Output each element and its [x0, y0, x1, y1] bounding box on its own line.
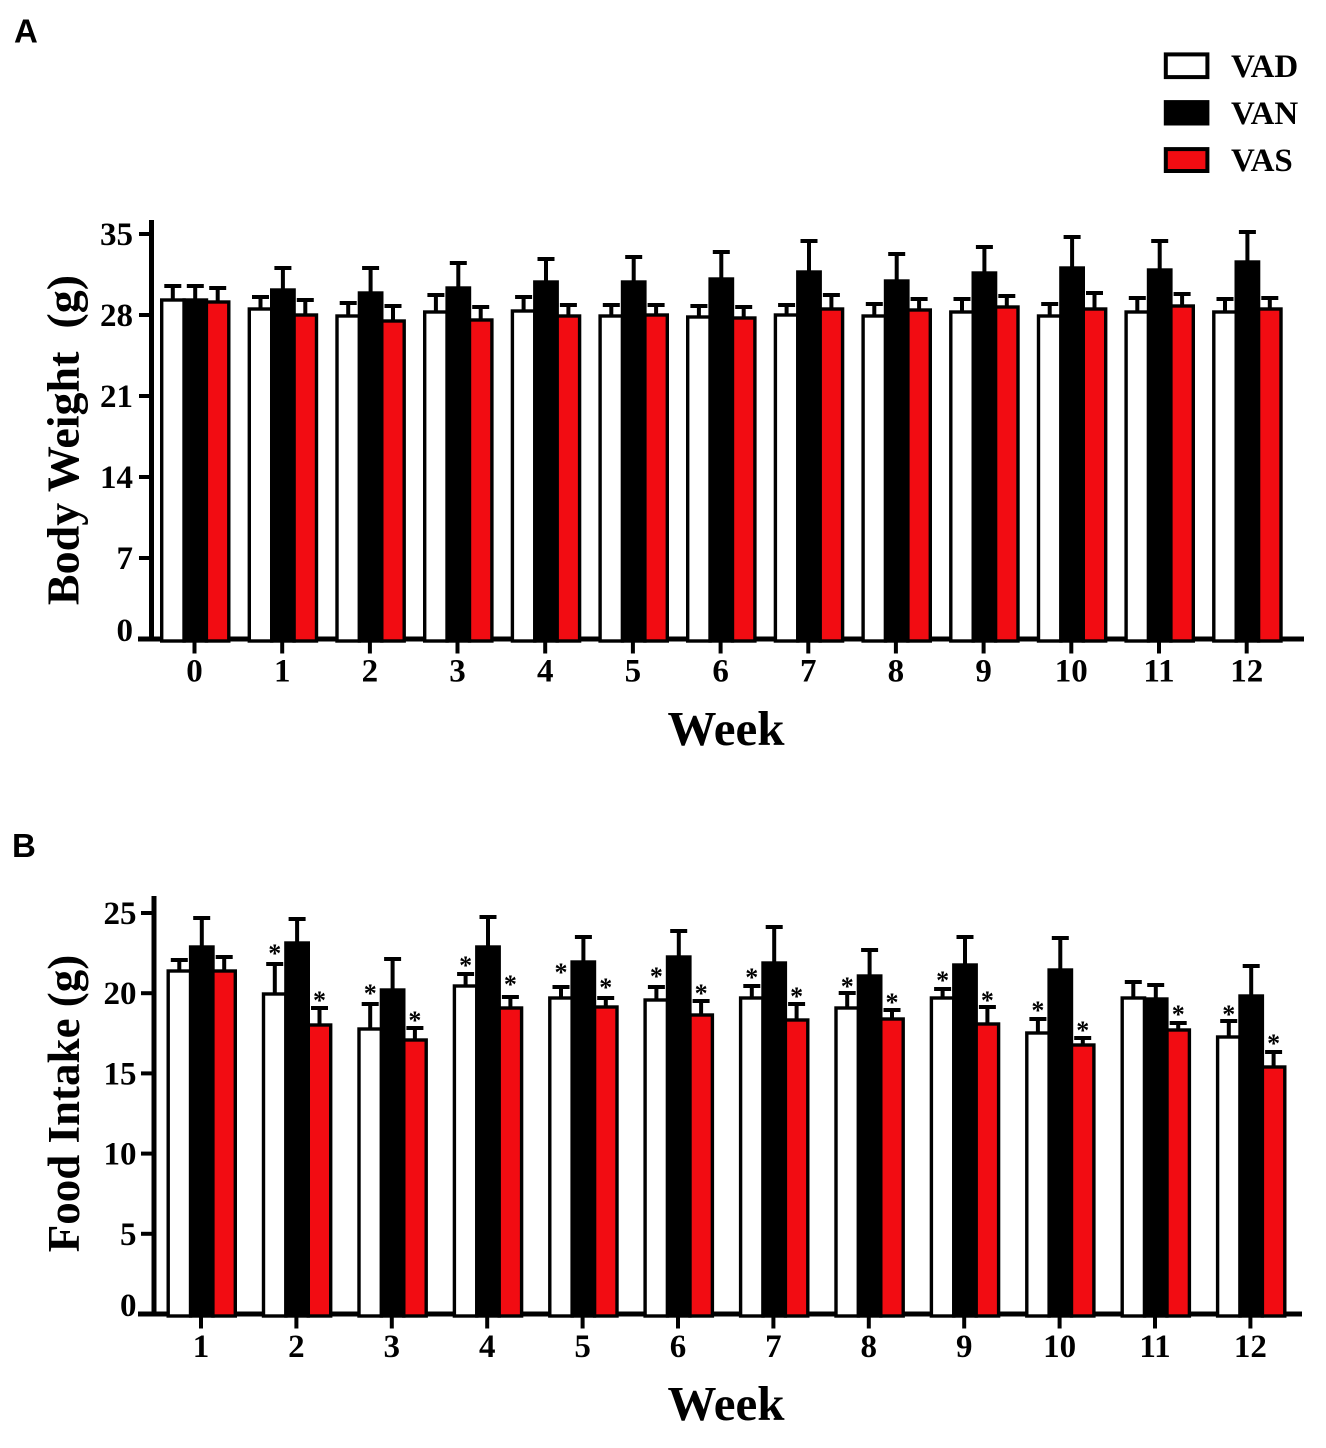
svg-text:*: * [695, 979, 708, 1008]
svg-text:4: 4 [537, 654, 554, 690]
svg-text:0: 0 [186, 654, 203, 690]
svg-text:5: 5 [625, 654, 642, 690]
svg-text:Food Intake (g): Food Intake (g) [39, 955, 89, 1253]
svg-text:Week: Week [667, 1376, 785, 1431]
svg-text:3: 3 [384, 1329, 401, 1365]
svg-text:6: 6 [712, 654, 729, 690]
svg-text:VAN: VAN [1231, 96, 1298, 132]
svg-text:7: 7 [765, 1329, 782, 1365]
svg-text:*: * [1076, 1016, 1089, 1045]
svg-text:7: 7 [800, 654, 817, 690]
svg-text:*: * [1222, 1000, 1235, 1029]
svg-text:*: * [650, 962, 663, 991]
svg-text:7: 7 [117, 541, 134, 577]
svg-text:0: 0 [120, 1288, 137, 1324]
svg-text:*: * [504, 970, 517, 999]
svg-text:5: 5 [120, 1217, 137, 1253]
svg-text:*: * [459, 951, 472, 980]
svg-text:25: 25 [104, 896, 137, 932]
svg-text:*: * [790, 982, 803, 1011]
svg-text:0: 0 [117, 613, 134, 649]
svg-text:12: 12 [1230, 654, 1263, 690]
svg-text:8: 8 [861, 1329, 878, 1365]
svg-text:21: 21 [100, 379, 133, 415]
svg-text:*: * [841, 972, 854, 1001]
svg-text:*: * [555, 958, 568, 987]
svg-text:A: A [14, 13, 38, 50]
svg-text:3: 3 [449, 654, 466, 690]
svg-text:*: * [1172, 1000, 1185, 1029]
svg-text:12: 12 [1234, 1329, 1267, 1365]
svg-text:*: * [364, 979, 377, 1008]
svg-text:4: 4 [479, 1329, 496, 1365]
svg-text:8: 8 [888, 654, 905, 690]
svg-text:VAD: VAD [1231, 49, 1298, 85]
svg-text:*: * [981, 986, 994, 1015]
svg-text:10: 10 [1055, 654, 1088, 690]
svg-text:10: 10 [1043, 1329, 1076, 1365]
svg-text:*: * [268, 939, 281, 968]
svg-text:2: 2 [288, 1329, 305, 1365]
svg-text:1: 1 [274, 654, 291, 690]
svg-text:*: * [599, 973, 612, 1002]
svg-text:Body Weight (g): Body Weight (g) [38, 275, 89, 605]
svg-text:9: 9 [975, 654, 992, 690]
svg-text:VAS: VAS [1231, 143, 1293, 179]
svg-text:*: * [886, 988, 899, 1017]
svg-text:14: 14 [100, 460, 133, 496]
svg-text:9: 9 [956, 1329, 973, 1365]
svg-text:1: 1 [193, 1329, 210, 1365]
svg-text:*: * [745, 963, 758, 992]
svg-text:35: 35 [100, 217, 133, 253]
svg-text:10: 10 [104, 1137, 137, 1173]
svg-text:11: 11 [1143, 654, 1174, 690]
svg-text:28: 28 [100, 298, 133, 334]
svg-text:2: 2 [362, 654, 379, 690]
svg-text:5: 5 [574, 1329, 591, 1365]
svg-text:6: 6 [670, 1329, 687, 1365]
svg-text:*: * [936, 966, 949, 995]
svg-text:*: * [1267, 1029, 1280, 1058]
svg-text:15: 15 [104, 1056, 137, 1092]
svg-text:11: 11 [1139, 1329, 1170, 1365]
svg-text:Week: Week [667, 701, 785, 756]
svg-text:B: B [12, 827, 36, 864]
svg-text:20: 20 [104, 976, 137, 1012]
svg-text:*: * [408, 1006, 421, 1035]
svg-text:*: * [1031, 996, 1044, 1025]
svg-text:*: * [313, 986, 326, 1015]
